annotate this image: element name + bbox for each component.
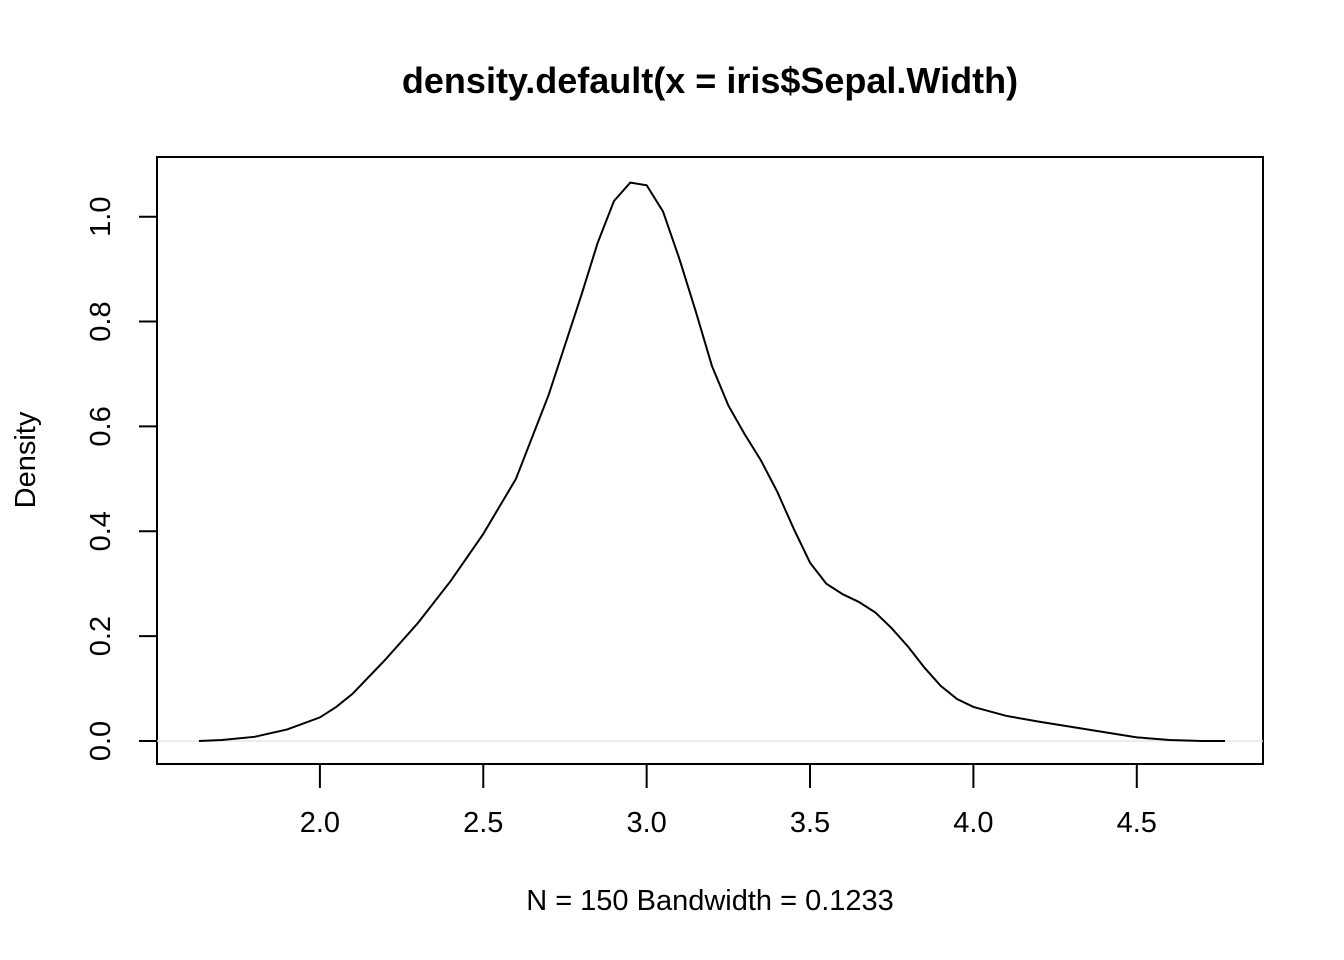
x-tick-label: 2.5: [463, 807, 503, 839]
y-tick-label: 0.0: [85, 721, 117, 761]
x-tick-label: 4.5: [1117, 807, 1157, 839]
y-tick-label: 0.8: [85, 301, 117, 341]
x-axis: 2.0 2.5 3.0 3.5 4.0 4.5: [300, 764, 1157, 839]
y-tick-label: 0.6: [85, 406, 117, 446]
x-tick-label: 2.0: [300, 807, 340, 839]
plot-frame: [156, 156, 1264, 765]
x-tick-label: 3.0: [626, 807, 666, 839]
density-curve: [198, 181, 1225, 742]
y-tick-label: 0.2: [85, 616, 117, 656]
y-tick-label: 1.0: [85, 197, 117, 237]
y-axis-label: Density: [10, 411, 42, 508]
x-axis-label: N = 150 Bandwidth = 0.1233: [526, 885, 894, 917]
y-tick-label: 0.4: [85, 511, 117, 551]
x-tick-label: 4.0: [953, 807, 993, 839]
x-tick-label: 3.5: [790, 807, 830, 839]
y-axis: 0.0 0.2 0.4 0.6 0.8 1.0: [85, 197, 157, 761]
chart-title: density.default(x = iris$Sepal.Width): [402, 60, 1018, 101]
